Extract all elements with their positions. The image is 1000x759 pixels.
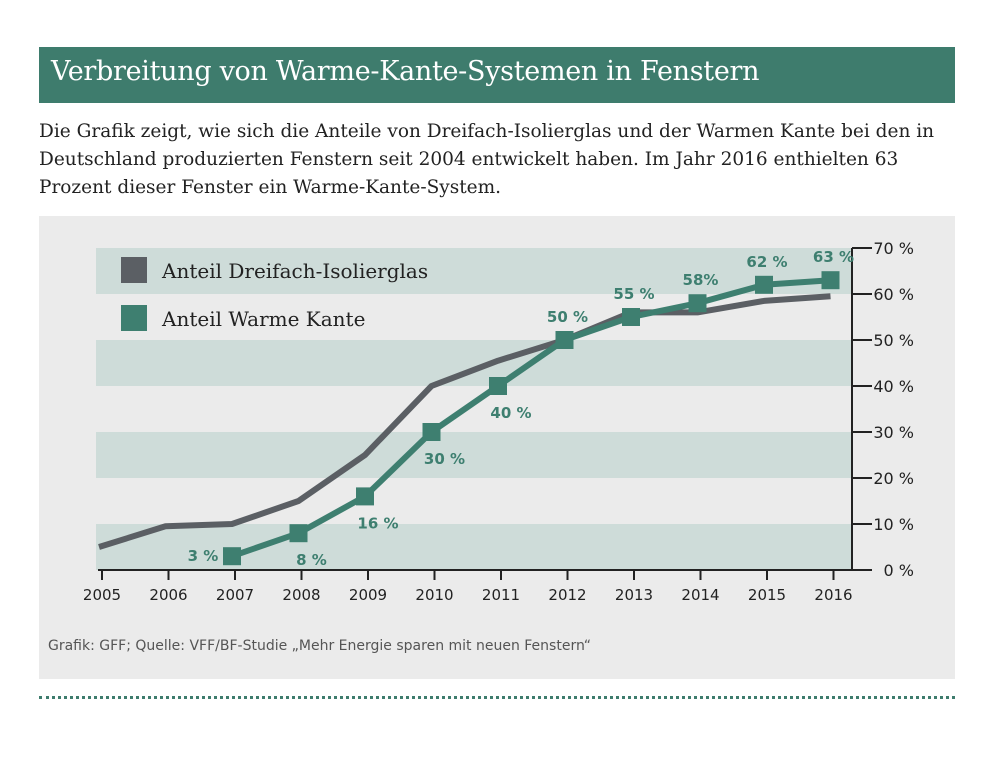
legend-label: Anteil Dreifach-Isolierglas: [161, 259, 428, 283]
data-point-marker: [489, 377, 507, 395]
y-tick-label: 60 %: [873, 285, 914, 304]
y-tick-label: 50 %: [873, 331, 914, 350]
x-tick-label: 2014: [681, 586, 719, 604]
x-tick-label: 2011: [482, 586, 520, 604]
x-tick-label: 2005: [83, 586, 121, 604]
grid-band: [96, 340, 852, 386]
x-tick-label: 2016: [814, 586, 852, 604]
x-tick-label: 2008: [282, 586, 320, 604]
grid-band: [96, 432, 852, 478]
x-tick-label: 2013: [615, 586, 653, 604]
x-tick-label: 2012: [548, 586, 586, 604]
data-label: 3 %: [188, 547, 219, 565]
data-label: 40 %: [490, 404, 531, 422]
data-label: 8 %: [296, 551, 327, 569]
x-tick-label: 2007: [216, 586, 254, 604]
data-point-marker: [688, 294, 707, 313]
y-tick-label: 70 %: [873, 239, 914, 258]
data-point-marker: [622, 308, 640, 326]
x-tick-label: 2009: [349, 586, 387, 604]
data-point-marker: [356, 487, 374, 506]
data-point-marker: [289, 524, 308, 543]
grid-band: [96, 524, 852, 570]
legend-swatch: [121, 257, 147, 283]
y-tick-label: 40 %: [873, 377, 914, 396]
series-line-0: [98, 293, 831, 550]
data-label: 16 %: [357, 514, 398, 532]
legend-swatch: [121, 305, 147, 331]
page-title: Verbreitung von Warme-Kante-Systemen in …: [51, 56, 760, 87]
y-tick-label: 20 %: [873, 469, 914, 488]
x-tick-label: 2015: [748, 586, 786, 604]
y-tick-label: 10 %: [873, 515, 914, 534]
data-point-marker: [555, 331, 574, 349]
source-note: Grafik: GFF; Quelle: VFF/BF-Studie „Mehr…: [48, 638, 592, 654]
grid-band: [96, 248, 852, 294]
data-point-marker: [223, 547, 241, 566]
legend-label: Anteil Warme Kante: [161, 307, 365, 331]
x-tick-label: 2006: [149, 586, 187, 604]
data-label: 30 %: [424, 450, 465, 468]
data-point-marker: [422, 423, 441, 441]
intro-text: Die Grafik zeigt, wie sich die Anteile v…: [39, 121, 935, 198]
data-label: 58%: [683, 271, 719, 289]
data-label: 62 %: [746, 253, 787, 271]
data-label: 50 %: [547, 308, 588, 326]
data-label: 63 %: [813, 248, 854, 266]
data-label: 55 %: [613, 285, 654, 303]
chart-panel: 0 % 10 % 20 % 30 % 40 % 50 % 60 % 70 % 2005 2006 2…: [39, 216, 955, 679]
y-tick-label: 30 %: [873, 423, 914, 442]
series-line-1: [231, 277, 831, 560]
data-point-marker: [821, 271, 840, 290]
data-point-marker: [755, 275, 773, 294]
dotted-divider: [39, 696, 955, 699]
title-bar: Verbreitung von Warme-Kante-Systemen in …: [39, 47, 955, 103]
x-tick-label: 2010: [415, 586, 453, 604]
y-tick-label: 0 %: [884, 561, 914, 580]
chart: 0 % 10 % 20 % 30 % 40 % 50 % 60 % 70 % 2005 2006 2…: [83, 239, 914, 604]
